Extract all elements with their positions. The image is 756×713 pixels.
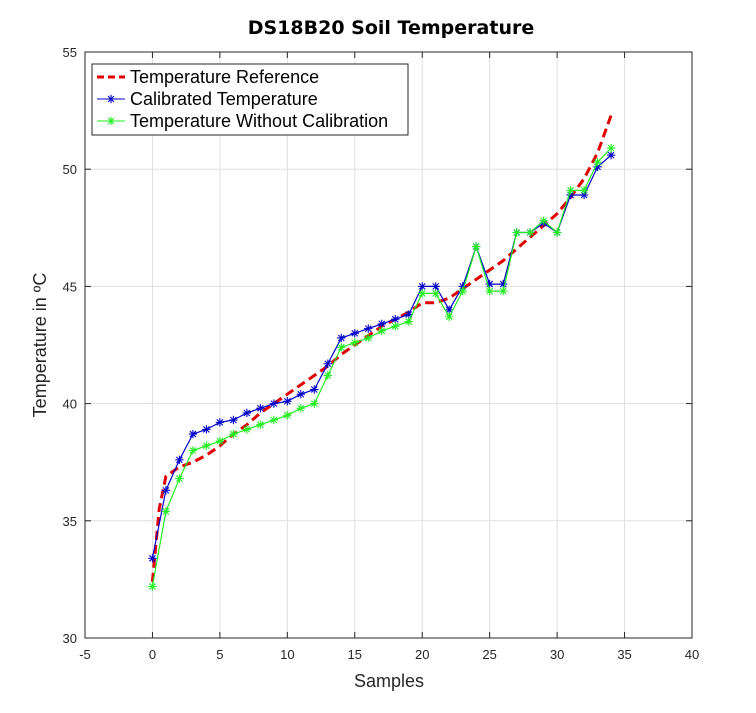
calibrated-point — [283, 397, 292, 406]
calibrated-point — [310, 385, 319, 394]
uncalibrated-point — [350, 338, 359, 347]
uncalibrated-point — [512, 228, 521, 237]
calibrated-point — [188, 429, 198, 439]
calibrated-point — [148, 554, 157, 563]
calibrated-point — [606, 150, 616, 160]
legend-marker-uncalibrated — [106, 116, 116, 126]
uncalibrated-point — [404, 317, 413, 326]
legend-label-reference: Temperature Reference — [130, 67, 319, 87]
calibrated-point — [418, 282, 427, 291]
uncalibrated-point — [579, 186, 589, 195]
legend-box — [91, 63, 409, 136]
uncalibrated-point — [175, 474, 184, 483]
uncalibrated-point — [471, 242, 481, 251]
uncalibrated-point — [539, 216, 548, 225]
y-tick-label: 45 — [63, 279, 77, 294]
uncalibrated-point — [552, 228, 562, 237]
calibrated-point — [269, 399, 279, 408]
x-tick-label: 0 — [149, 647, 156, 662]
calibrated-point — [256, 404, 265, 413]
axis-ticks: -5 0 5 10 15 20 25 30 35 40 30 35 40 45 50 55 — [63, 45, 700, 662]
plot-area-frame — [84, 51, 693, 639]
calibrated-point — [350, 329, 359, 338]
uncalibrated-point — [256, 420, 265, 429]
uncalibrated-point — [202, 441, 211, 450]
uncalibrated-point — [431, 289, 440, 298]
y-axis-label: Temperature in ºC — [30, 273, 50, 418]
x-tick-label: 10 — [280, 647, 294, 662]
uncalibrated-point — [498, 286, 508, 296]
calibrated-point — [377, 319, 386, 329]
uncalibrated-point — [323, 371, 332, 380]
legend-asterisk-icon — [106, 94, 116, 104]
calibrated-point — [161, 486, 171, 495]
calibrated-point — [242, 408, 252, 418]
uncalibrated-point — [391, 322, 400, 331]
y-tick-label: 35 — [63, 514, 77, 529]
legend-label-uncalibrated: Temperature Without Calibration — [130, 111, 388, 131]
y-tick-label: 30 — [63, 631, 77, 646]
calibrated-point — [323, 359, 332, 368]
uncalibrated-point — [188, 446, 198, 455]
legend-marker-calibrated — [106, 94, 116, 104]
uncalibrated-point — [485, 286, 494, 296]
legend-asterisk-icon — [106, 116, 116, 126]
x-tick-label: 35 — [617, 647, 631, 662]
uncalibrated-point — [418, 289, 427, 298]
y-tick-label: 50 — [63, 162, 77, 177]
x-axis-label: Samples — [354, 671, 424, 691]
calibrated-point — [215, 418, 225, 427]
x-tick-label: 15 — [348, 647, 362, 662]
plot-series — [148, 114, 616, 591]
calibrated-point — [337, 333, 346, 343]
legend-label-calibrated: Calibrated Temperature — [130, 89, 318, 109]
uncalibrated-point — [310, 399, 319, 408]
calibrated-point — [175, 455, 184, 465]
uncalibrated-point — [242, 425, 252, 434]
x-tick-label: 20 — [415, 647, 429, 662]
uncalibrated-point — [445, 312, 454, 322]
uncalibrated-point — [161, 507, 171, 516]
uncalibrated-point — [606, 143, 616, 153]
uncalibrated-point — [566, 186, 575, 195]
x-tick-label: 25 — [482, 647, 496, 662]
x-tick-label: 30 — [550, 647, 564, 662]
calibrated-point — [202, 425, 211, 434]
chart-title: DS18B20 Soil Temperature — [248, 17, 534, 39]
uncalibrated-point — [525, 228, 535, 237]
uncalibrated-point — [458, 286, 467, 296]
uncalibrated-point — [377, 326, 386, 336]
uncalibrated-point — [215, 436, 225, 446]
uncalibrated-point — [364, 333, 373, 343]
uncalibrated-point — [593, 157, 602, 167]
y-tick-label: 40 — [63, 397, 77, 412]
uncalibrated-point — [296, 404, 306, 413]
uncalibrated-point — [229, 429, 238, 439]
calibrated-point — [431, 282, 440, 291]
calibrated-point — [364, 324, 373, 333]
uncalibrated-point — [283, 411, 292, 420]
x-tick-label: -5 — [79, 647, 91, 662]
calibrated-point — [296, 390, 306, 399]
x-tick-label: 5 — [216, 647, 223, 662]
calibrated-point — [391, 315, 400, 324]
uncalibrated-point — [269, 415, 279, 425]
uncalibrated-point — [148, 582, 157, 591]
legend: Temperature Reference Calibrated Tempera… — [91, 63, 409, 136]
calibrated-point — [229, 415, 238, 425]
y-tick-label: 55 — [63, 45, 77, 60]
calibrated-point — [445, 305, 454, 315]
uncalibrated-point — [337, 343, 346, 352]
x-tick-label: 40 — [685, 647, 699, 662]
